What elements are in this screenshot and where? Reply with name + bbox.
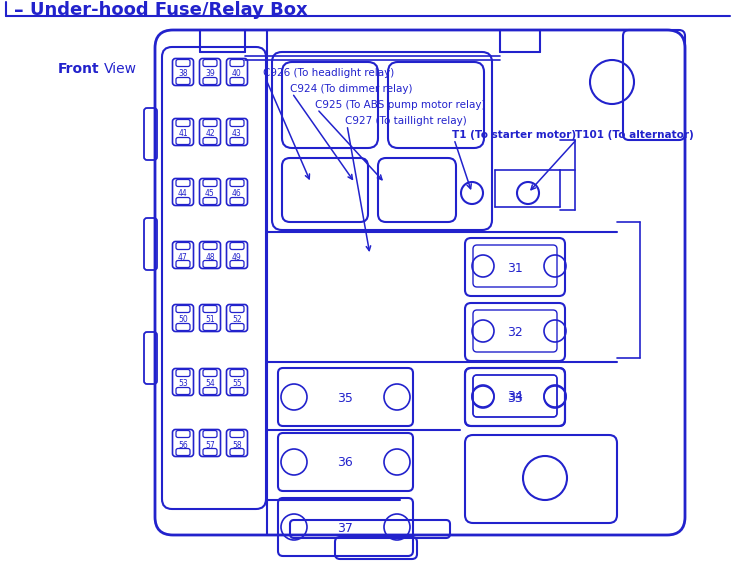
Text: View: View bbox=[104, 62, 137, 76]
Text: C927 (To taillight relay): C927 (To taillight relay) bbox=[345, 116, 467, 126]
Text: 37: 37 bbox=[337, 522, 353, 535]
Text: 48: 48 bbox=[205, 253, 215, 262]
Text: 32: 32 bbox=[507, 327, 523, 340]
Text: 40: 40 bbox=[232, 70, 242, 79]
Text: 43: 43 bbox=[232, 129, 242, 139]
Text: Front: Front bbox=[58, 62, 100, 76]
Text: 45: 45 bbox=[205, 189, 215, 198]
Text: 49: 49 bbox=[232, 253, 242, 262]
Text: 56: 56 bbox=[178, 441, 188, 450]
Text: 57: 57 bbox=[205, 441, 215, 450]
Text: C924 (To dimmer relay): C924 (To dimmer relay) bbox=[290, 84, 412, 94]
Text: 38: 38 bbox=[178, 70, 188, 79]
Text: C925 (To ABS pump motor relay): C925 (To ABS pump motor relay) bbox=[315, 100, 486, 110]
Text: 52: 52 bbox=[232, 316, 242, 324]
Text: C926 (To headlight relay): C926 (To headlight relay) bbox=[263, 68, 394, 78]
Text: 50: 50 bbox=[178, 316, 188, 324]
Text: 42: 42 bbox=[205, 129, 215, 139]
Text: 36: 36 bbox=[337, 457, 353, 470]
Text: 35: 35 bbox=[337, 392, 353, 405]
Text: T101 (To alternator): T101 (To alternator) bbox=[575, 130, 694, 140]
Text: 46: 46 bbox=[232, 189, 242, 198]
Text: 58: 58 bbox=[232, 441, 242, 450]
Text: 47: 47 bbox=[178, 253, 188, 262]
Text: 51: 51 bbox=[205, 316, 215, 324]
Text: 54: 54 bbox=[205, 380, 215, 389]
Text: 41: 41 bbox=[178, 129, 188, 139]
Text: 39: 39 bbox=[205, 70, 215, 79]
Text: Under-hood Fuse/Relay Box: Under-hood Fuse/Relay Box bbox=[30, 1, 308, 19]
Text: 44: 44 bbox=[178, 189, 188, 198]
Text: 31: 31 bbox=[507, 262, 523, 275]
Text: –: – bbox=[14, 1, 24, 19]
Text: 53: 53 bbox=[178, 380, 188, 389]
Text: 33: 33 bbox=[507, 392, 523, 405]
Text: T1 (To starter motor): T1 (To starter motor) bbox=[452, 130, 576, 140]
Text: 55: 55 bbox=[232, 380, 242, 389]
Text: 34: 34 bbox=[507, 390, 523, 404]
